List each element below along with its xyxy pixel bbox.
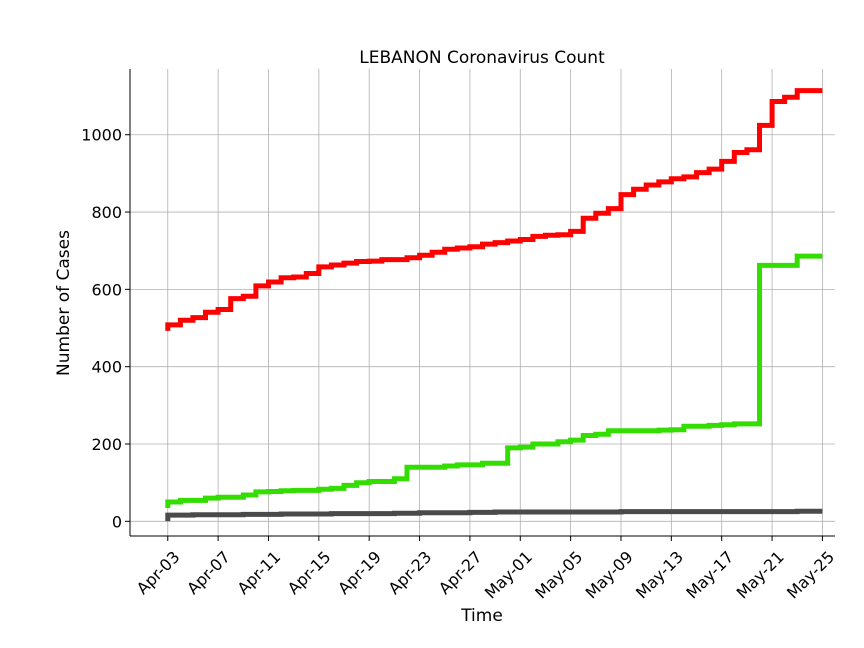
x-tick-label: Apr-03 [133,547,184,598]
x-ticks: Apr-03 Apr-07 Apr-11 Apr-15 Apr-19 Apr-23 Apr-… [133,536,838,602]
x-tick-label: May-25 [783,547,838,602]
x-tick-label: May-21 [733,547,788,602]
x-axis-label: Time [460,606,503,626]
y-tick-label: 200 [91,435,122,454]
x-tick-label: May-01 [481,547,536,602]
series-line-1 [165,253,823,508]
y-axis-label: Number of Cases [54,230,74,376]
series-line-2 [165,508,823,522]
y-tick-label: 600 [91,280,122,299]
x-tick-label: Apr-19 [334,547,385,598]
x-tick-label: May-13 [632,547,687,602]
x-tick-label: May-09 [582,547,637,602]
x-tick-label: Apr-27 [435,547,486,598]
x-tick-label: Apr-23 [385,547,436,598]
x-tick-label: Apr-07 [183,547,234,598]
y-ticks: 0 200 400 600 800 1000 [81,126,130,531]
y-tick-label: 800 [91,203,122,222]
axes [129,69,835,537]
series-layer [165,88,823,522]
x-tick-label: Apr-15 [284,547,335,598]
series-line-0 [165,88,823,331]
chart-title: LEBANON Coronavirus Count [359,48,605,68]
x-tick-label: May-17 [682,547,737,602]
x-tick-label: Apr-11 [233,547,284,598]
y-tick-label: 0 [112,512,122,531]
x-tick-label: May-05 [531,547,586,602]
grid-lines [130,69,835,536]
y-tick-label: 400 [91,358,122,377]
y-tick-label: 1000 [81,126,122,145]
